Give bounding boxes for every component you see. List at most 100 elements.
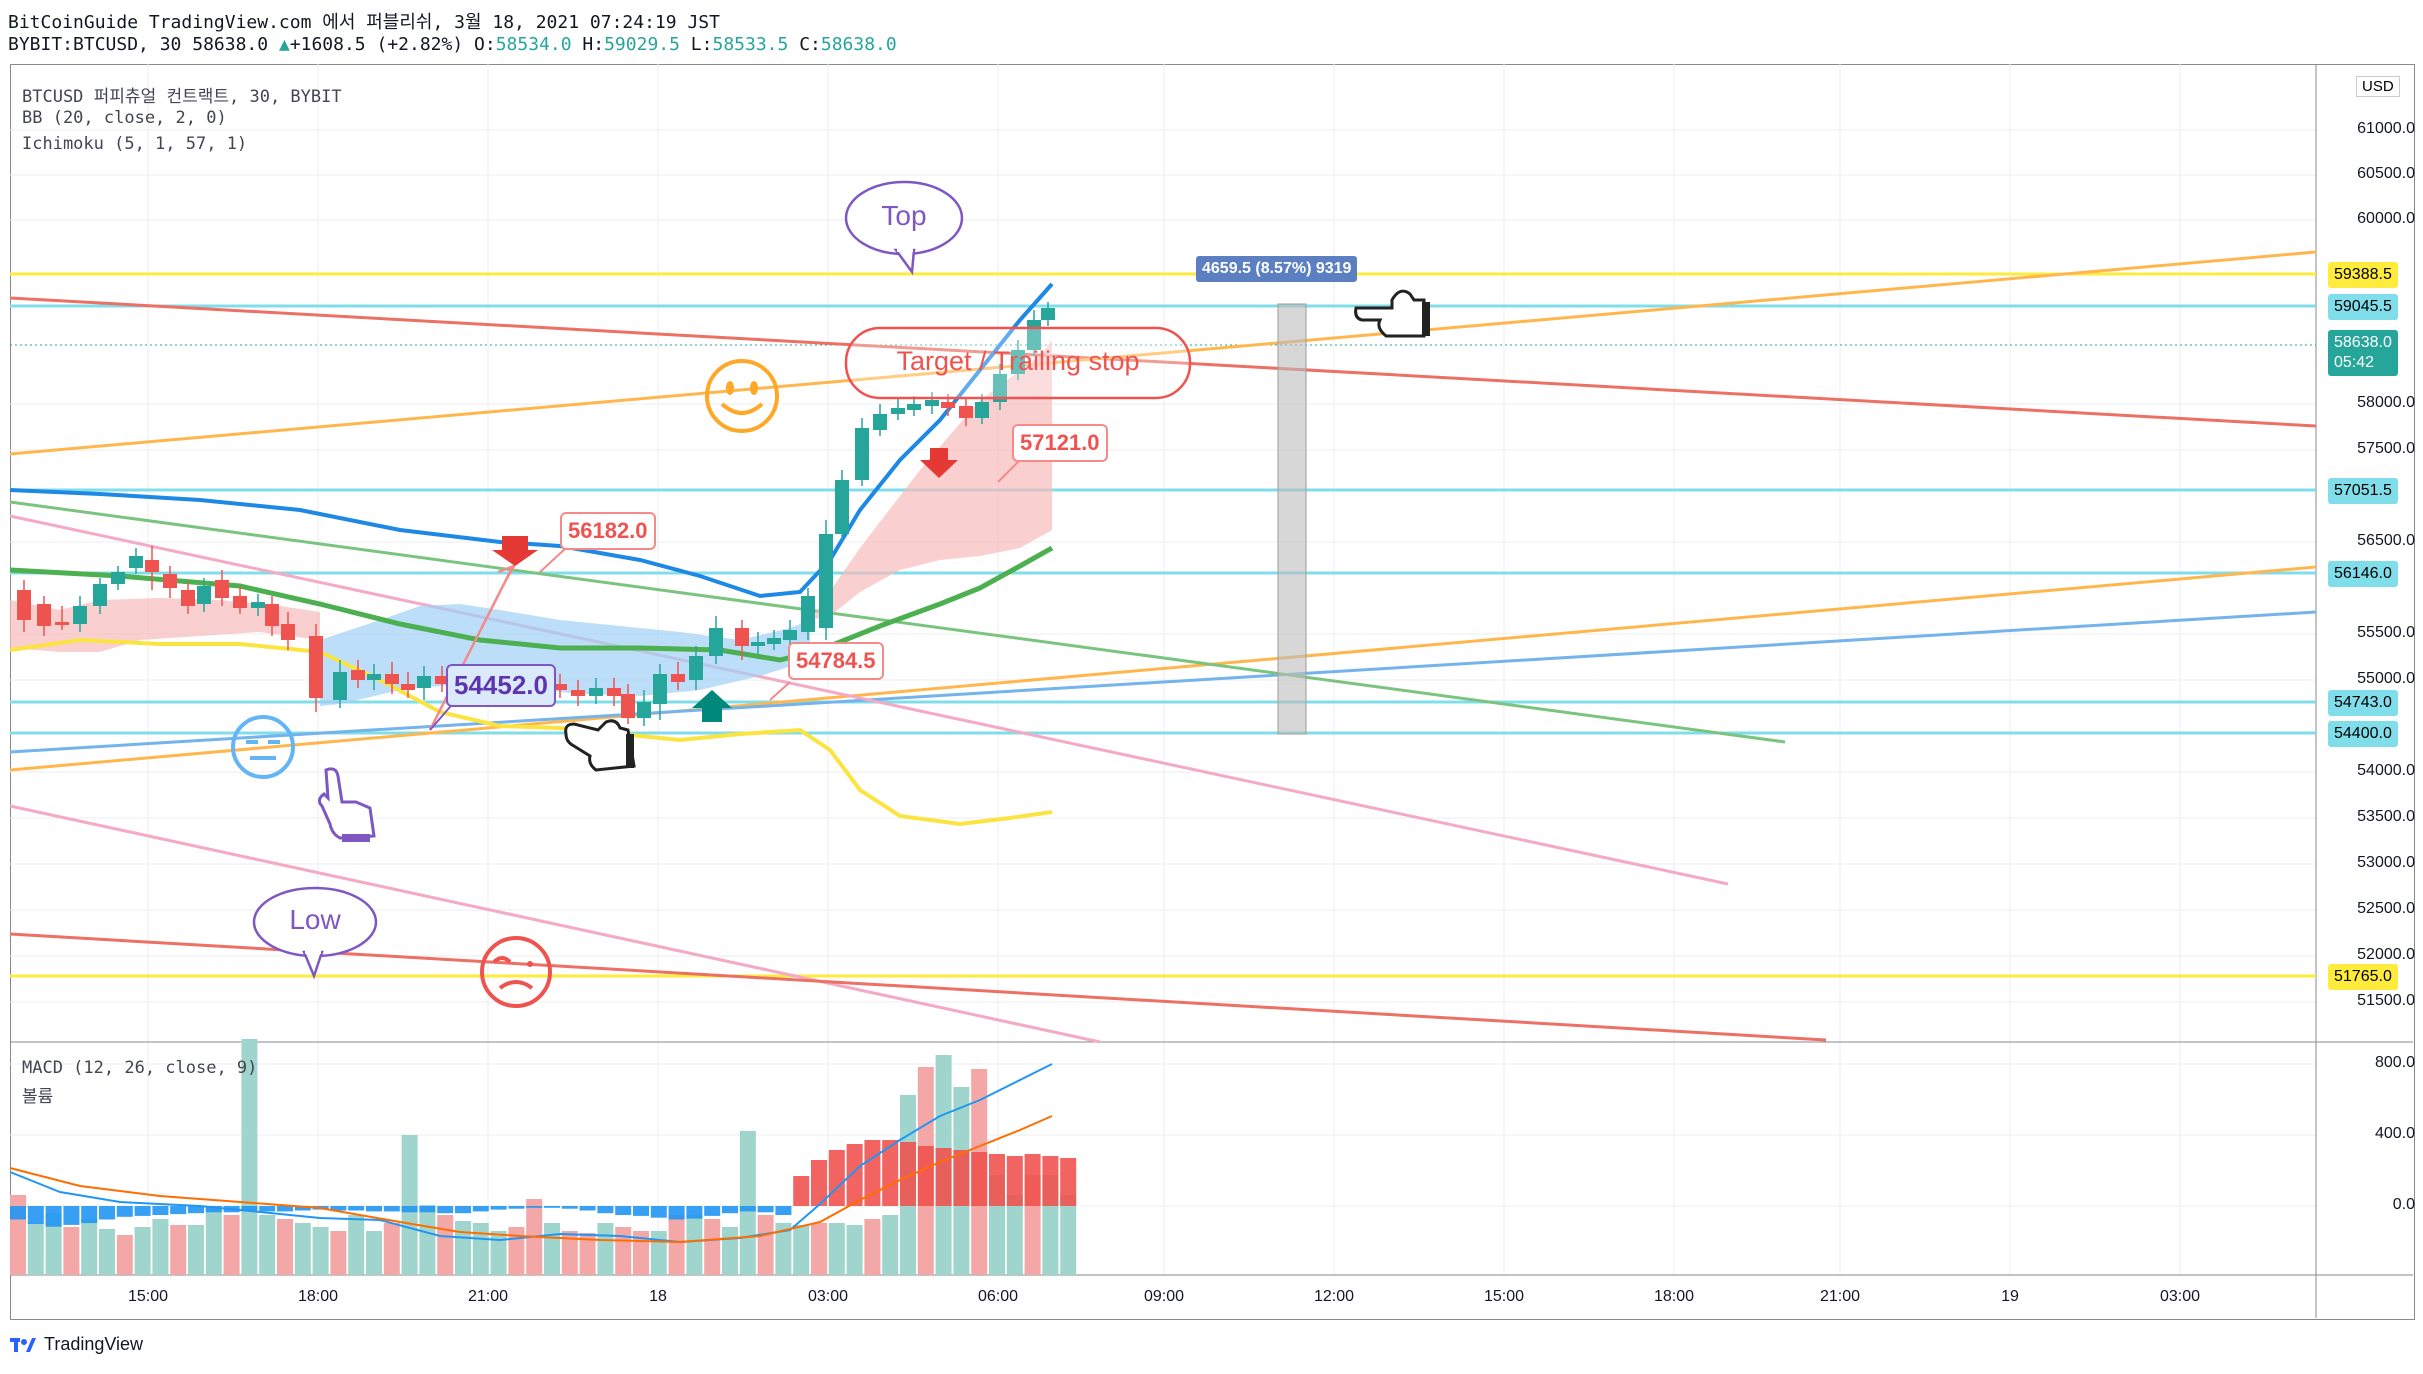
volume-bar bbox=[383, 1223, 400, 1275]
volume-bars bbox=[10, 1039, 1077, 1275]
volume-bar bbox=[686, 1215, 703, 1275]
volume-bar bbox=[775, 1223, 792, 1275]
price-change: +1608.5 (+2.82%) bbox=[289, 34, 464, 55]
price-tick: 61000.0 bbox=[2357, 120, 2415, 137]
close-value: 58638.0 bbox=[820, 34, 897, 55]
candle-body bbox=[553, 684, 567, 690]
price-axis[interactable]: USD 61000.0 60500.0 60000.0 58000.0 5750… bbox=[2316, 64, 2415, 1042]
low-label: Low bbox=[289, 904, 341, 935]
macd-histogram-bar bbox=[935, 1148, 952, 1206]
macd-histogram-bar bbox=[472, 1206, 489, 1212]
macd-histogram-bar bbox=[188, 1206, 204, 1214]
volume-bar bbox=[882, 1215, 899, 1275]
high-value: 59029.5 bbox=[604, 34, 680, 55]
candle-body bbox=[265, 604, 279, 626]
volume-bar bbox=[134, 1227, 151, 1275]
target-callout[interactable]: Target / Trailing stop bbox=[844, 326, 1192, 400]
price-tick: 56500.0 bbox=[2357, 532, 2415, 549]
down-arrow-icon bbox=[492, 536, 538, 566]
trendline-orange-lower bbox=[9, 565, 2317, 772]
candle-body bbox=[975, 402, 989, 418]
level-label-54400: 54400.0 bbox=[2328, 721, 2398, 747]
level-label-51765: 51765.0 bbox=[2328, 964, 2398, 990]
time-tick: 21:00 bbox=[1819, 1288, 1861, 1305]
candle-body bbox=[709, 628, 723, 656]
macd-histogram-bar bbox=[277, 1206, 293, 1212]
price-tick: 54000.0 bbox=[2357, 762, 2415, 779]
up-arrow-icon bbox=[692, 690, 732, 722]
volume-bar bbox=[1060, 1195, 1077, 1275]
candle-body bbox=[73, 606, 87, 624]
volume-bar bbox=[472, 1223, 489, 1275]
macd-histogram-bar bbox=[455, 1206, 471, 1214]
price-callout-54452[interactable]: 54452.0 bbox=[446, 664, 556, 707]
volume-bar bbox=[419, 1205, 436, 1275]
candle-body bbox=[145, 560, 159, 572]
macd-histogram-bar bbox=[1042, 1156, 1059, 1206]
volume-bar bbox=[579, 1233, 596, 1275]
macd-histogram-bar bbox=[437, 1206, 454, 1214]
connector-line bbox=[769, 681, 791, 701]
bb-legend[interactable]: BB (20, close, 2, 0) bbox=[22, 108, 227, 128]
volume-bar bbox=[81, 1219, 98, 1275]
candle-body bbox=[751, 642, 765, 646]
macd-histogram-bar bbox=[490, 1206, 507, 1210]
macd-histogram-bar bbox=[116, 1206, 133, 1217]
target-label: Target / Trailing stop bbox=[896, 346, 1140, 376]
symbol-title: BTCUSD 퍼피츄얼 컨트랙트, 30, BYBIT bbox=[22, 87, 342, 107]
ohlc-header: BYBIT:BTCUSD, 30 58638.0 ▲+1608.5 (+2.82… bbox=[8, 34, 897, 55]
candle-body bbox=[735, 628, 749, 646]
level-label-54743: 54743.0 bbox=[2328, 690, 2398, 716]
high-label: H: bbox=[582, 34, 605, 55]
candle-body bbox=[1041, 308, 1055, 320]
currency-badge[interactable]: USD bbox=[2356, 76, 2400, 97]
macd-legend[interactable]: MACD (12, 26, close, 9) bbox=[22, 1058, 258, 1078]
smiley-icon bbox=[705, 359, 779, 433]
footer-brand[interactable]: TradingView bbox=[10, 1334, 143, 1355]
macd-histogram-bar bbox=[419, 1206, 436, 1213]
time-tick: 06:00 bbox=[977, 1288, 1019, 1305]
volume-legend[interactable]: 볼륨 bbox=[22, 1087, 54, 1107]
price-callout-57121[interactable]: 57121.0 bbox=[1012, 424, 1108, 462]
price-callout-54784[interactable]: 54784.5 bbox=[788, 642, 884, 680]
price-callout-56182[interactable]: 56182.0 bbox=[560, 512, 656, 550]
volume-bar bbox=[170, 1225, 187, 1275]
volume-bar bbox=[366, 1231, 382, 1275]
macd-histogram-bar bbox=[739, 1206, 756, 1212]
measure-range-box bbox=[1277, 303, 1307, 735]
macd-histogram-bar bbox=[294, 1206, 311, 1211]
volume-bar bbox=[668, 1215, 685, 1275]
volume-bar bbox=[116, 1235, 133, 1275]
candle-body bbox=[111, 572, 125, 584]
volume-bar bbox=[348, 1215, 365, 1275]
candle-body bbox=[959, 406, 973, 418]
pointing-hand-icon bbox=[317, 767, 376, 842]
candle-body bbox=[941, 402, 955, 408]
top-bubble[interactable]: Top bbox=[844, 180, 964, 276]
candle-body bbox=[163, 574, 177, 588]
candle-body bbox=[435, 676, 449, 684]
volume-bar bbox=[223, 1215, 240, 1275]
macd-histogram-bar bbox=[1060, 1158, 1077, 1206]
volume-bar bbox=[846, 1225, 863, 1275]
low-bubble[interactable]: Low bbox=[252, 886, 378, 980]
volume-bar bbox=[722, 1227, 738, 1275]
macd-histogram-bar bbox=[633, 1206, 649, 1216]
candle-body bbox=[251, 602, 265, 608]
macd-axis[interactable]: 800.0 400.0 0.0 bbox=[2316, 1042, 2415, 1275]
ichimoku-legend[interactable]: Ichimoku (5, 1, 57, 1) bbox=[22, 134, 248, 154]
frown-face-icon bbox=[480, 936, 552, 1008]
macd-histogram-bar bbox=[152, 1206, 169, 1215]
current-price: 58638.0 bbox=[2334, 334, 2392, 351]
candle-body bbox=[55, 622, 69, 625]
volume-bar bbox=[828, 1223, 845, 1275]
volume-bar bbox=[615, 1227, 632, 1275]
volume-bar bbox=[1006, 1195, 1023, 1275]
candle-body bbox=[925, 400, 939, 406]
candle-body bbox=[621, 694, 635, 718]
up-arrow-icon: ▲ bbox=[278, 34, 290, 55]
price-tick: 53500.0 bbox=[2357, 808, 2415, 825]
price-tick: 58000.0 bbox=[2357, 394, 2415, 411]
top-label: Top bbox=[881, 200, 927, 231]
